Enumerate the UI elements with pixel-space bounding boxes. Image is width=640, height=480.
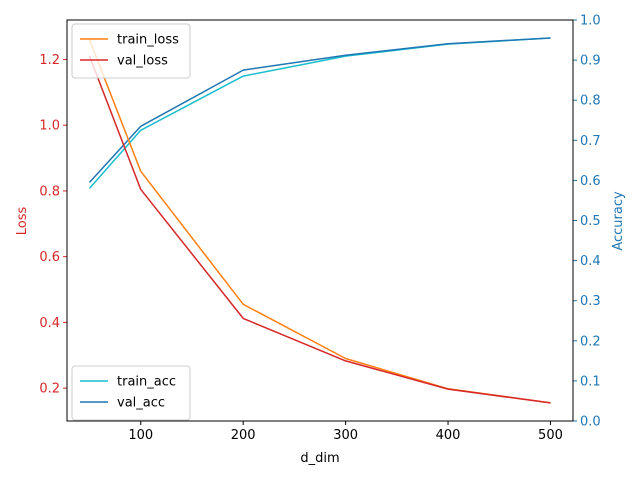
x-tick-label: 500: [538, 428, 563, 443]
legend-acc: train_acc val_acc: [71, 365, 191, 421]
right-tick-label: 0.1: [580, 374, 601, 389]
right-tick-label: 1.0: [580, 14, 601, 29]
left-tick-label: 0.6: [39, 250, 60, 265]
series-layer: [88, 37, 551, 404]
legend-label-val_acc: val_acc: [117, 396, 165, 411]
right-tick-label: 0.5: [580, 214, 601, 229]
left-axis-label: Loss: [15, 207, 30, 236]
left-tick-label: 0.2: [39, 382, 60, 397]
x-tick-label: 100: [128, 428, 153, 443]
right-tick-label: 0.3: [580, 294, 601, 309]
right-tick-label: 0.9: [580, 54, 601, 69]
right-tick-label: 0.7: [580, 134, 601, 149]
x-tick-label: 400: [436, 428, 461, 443]
right-tick-label: 0.4: [580, 254, 601, 269]
series-line-val_loss: [88, 55, 551, 404]
left-tick-label: 0.8: [39, 184, 60, 199]
x-axis: 100 200 300 400 500: [128, 421, 563, 443]
right-tick-label: 0.2: [580, 334, 601, 349]
x-axis-label: d_dim: [300, 451, 339, 466]
legend-label-train_loss: train_loss: [117, 33, 179, 48]
legend-label-train_acc: train_acc: [117, 375, 176, 390]
legend-label-val_loss: val_loss: [117, 54, 168, 69]
left-tick-label: 1.0: [39, 119, 60, 134]
left-tick-label: 1.2: [39, 53, 60, 68]
legend-box: [71, 365, 191, 421]
x-tick-label: 200: [231, 428, 256, 443]
legend-box: [71, 23, 191, 79]
right-axis-label: Accuracy: [611, 191, 626, 251]
left-axis: 0.2 0.4 0.6 0.8 1.0 1.2: [39, 53, 67, 397]
plot-area: [67, 20, 573, 421]
right-tick-label: 0.6: [580, 174, 601, 189]
legend-loss: train_loss val_loss: [71, 23, 191, 79]
left-tick-label: 0.4: [39, 316, 60, 331]
right-axis: 0.0 0.1 0.2 0.3 0.4 0.5 0.6 0.7 0.8 0.9 1.0: [573, 14, 601, 430]
plot-frame: [66, 19, 574, 422]
right-tick-label: 0.8: [580, 94, 601, 109]
right-tick-label: 0.0: [580, 415, 601, 430]
x-tick-label: 300: [333, 428, 358, 443]
series-line-val_acc: [88, 37, 551, 183]
